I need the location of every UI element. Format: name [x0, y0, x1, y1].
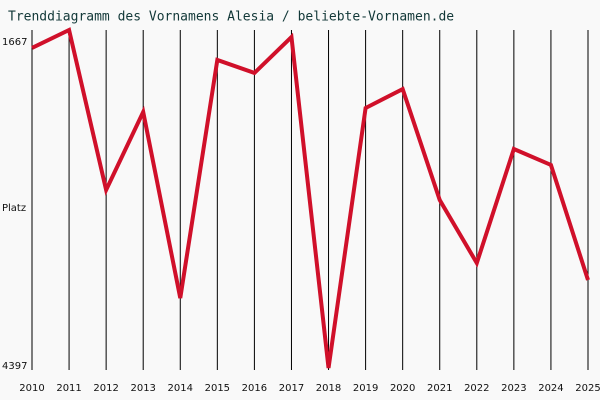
y-tick-label: 4397 — [2, 361, 27, 372]
chart-title: Trenddiagramm des Vornamens Alesia / bel… — [8, 10, 454, 25]
x-tick-label: 2010 — [19, 383, 44, 394]
y-axis-label: Platz — [2, 203, 26, 214]
y-tick-label: 1667 — [2, 37, 27, 48]
x-tick-label: 2024 — [538, 383, 563, 394]
x-tick-label: 2023 — [501, 383, 526, 394]
x-tick-label: 2018 — [316, 383, 341, 394]
x-tick-label: 2016 — [242, 383, 267, 394]
x-tick-label: 2013 — [130, 383, 155, 394]
line — [31, 27, 590, 369]
x-tick-label: 2019 — [353, 383, 378, 394]
x-tick-label: 2017 — [279, 383, 304, 394]
x-tick-label: 2014 — [168, 383, 193, 394]
x-tick-label: 2025 — [575, 383, 600, 394]
x-tick-label: 2015 — [205, 383, 230, 394]
x-tick-label: 2021 — [427, 383, 452, 394]
x-tick-label: 2012 — [93, 383, 118, 394]
x-tick-label: 2022 — [464, 383, 489, 394]
x-tick-label: 2011 — [56, 383, 81, 394]
x-tick-label: 2020 — [390, 383, 415, 394]
